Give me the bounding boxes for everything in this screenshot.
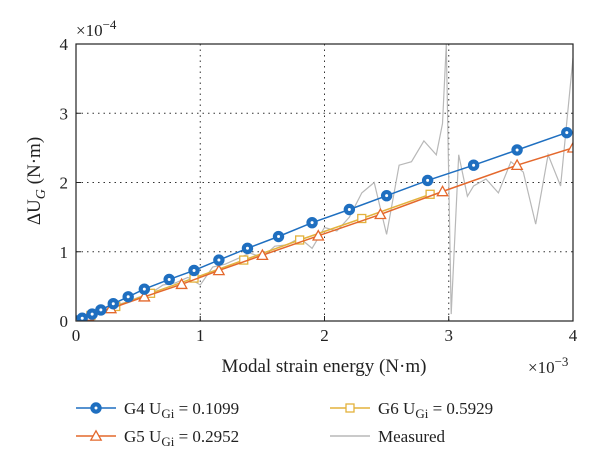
data-point [436, 184, 449, 197]
x-axis-multiplier: ×10−3 [528, 354, 568, 377]
legend-label: G6 UGi = 0.5929 [378, 399, 493, 421]
x-tick-label: 1 [196, 326, 205, 345]
series-line [76, 147, 573, 321]
y-tick-label: 2 [60, 174, 69, 193]
data-point [510, 158, 524, 170]
data-point-center [99, 308, 103, 312]
data-point-center [347, 208, 351, 212]
series-g4-u [76, 126, 573, 321]
legend-marker-center [94, 406, 98, 410]
legend-marker [89, 429, 103, 441]
data-point-center [515, 148, 519, 152]
legend-label: G4 UGi = 0.1099 [124, 399, 239, 421]
data-point-center [192, 268, 196, 272]
data-point-center [426, 178, 430, 182]
data-point-center [80, 316, 84, 320]
ticks: 0 1 2 3 4 0 1 2 3 4 [60, 35, 578, 345]
data-point-center [385, 194, 389, 198]
data-point [311, 229, 325, 241]
data-point [138, 290, 151, 302]
y-axis-multiplier: ×10−4 [76, 17, 117, 40]
legend-item: G4 UGi = 0.1099 [76, 399, 239, 421]
legend-label: G5 UGi = 0.2952 [124, 427, 239, 449]
x-tick-label: 0 [72, 326, 81, 345]
data-point [294, 235, 305, 245]
y-axis-title: ΔUG (N·m) [24, 137, 49, 225]
legend: G4 UGi = 0.1099 G5 UGi = 0.2952 G6 UGi = 0… [76, 399, 493, 449]
x-axis-title: Modal strain energy (N·m) [222, 356, 427, 377]
data-point-center [126, 295, 130, 299]
data-point-center [277, 235, 281, 239]
data-point [175, 277, 188, 290]
data-point-center [310, 221, 314, 225]
data-point-center [111, 302, 115, 306]
x-tick-label: 4 [569, 326, 578, 345]
data-point-center [167, 277, 171, 281]
y-tick-label: 1 [60, 243, 69, 262]
grid [76, 44, 573, 321]
data-point [374, 207, 387, 220]
data-point [357, 213, 367, 224]
data-point-center [565, 131, 569, 135]
data-point-center [472, 163, 476, 167]
data-point [212, 263, 226, 276]
x-tick-label: 2 [320, 326, 329, 345]
legend-label: Measured [378, 427, 446, 446]
data-point [256, 248, 269, 261]
data-point-center [245, 246, 249, 250]
x-tick-label: 3 [445, 326, 454, 345]
legend-item: Measured [330, 427, 446, 446]
y-tick-label: 4 [60, 35, 69, 54]
data-point-center [142, 287, 146, 291]
y-tick-label: 0 [60, 312, 69, 331]
legend-marker [345, 403, 355, 413]
data-point [566, 141, 573, 153]
legend-item: G6 UGi = 0.5929 [330, 399, 493, 421]
legend-item: G5 UGi = 0.2952 [76, 427, 239, 449]
data-point-center [90, 312, 94, 316]
series-layer [76, 44, 573, 321]
y-tick-label: 3 [60, 104, 69, 123]
data-point-center [217, 258, 221, 262]
